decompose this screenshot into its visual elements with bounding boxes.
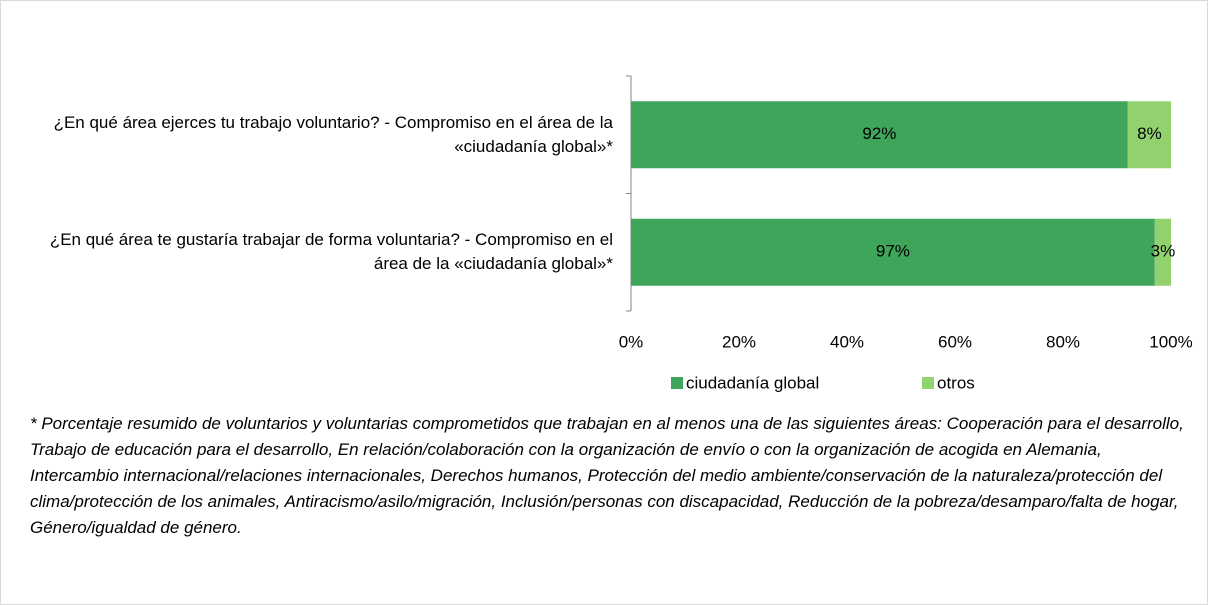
bar-segment xyxy=(631,101,1128,169)
x-tick-label: 100% xyxy=(1149,332,1192,351)
bar-segment xyxy=(1127,101,1171,169)
x-tick-label: 40% xyxy=(830,332,864,351)
x-tick-label: 0% xyxy=(619,332,644,351)
value-label: 8% xyxy=(1137,124,1162,143)
x-tick-label: 60% xyxy=(938,332,972,351)
legend-label: ciudadanía global xyxy=(686,373,819,392)
legend-swatch xyxy=(922,377,934,389)
category-label: ¿En qué área te gustaría trabajar de for… xyxy=(49,230,613,274)
legend-swatch xyxy=(671,377,683,389)
legend-label: otros xyxy=(937,373,975,392)
x-tick-label: 80% xyxy=(1046,332,1080,351)
category-label: ¿En qué área ejerces tu trabajo voluntar… xyxy=(53,112,613,156)
value-label: 97% xyxy=(876,242,910,261)
value-label: 92% xyxy=(862,124,896,143)
footnote: * Porcentaje resumido de voluntarios y v… xyxy=(30,414,1184,537)
value-label: 3% xyxy=(1151,242,1176,261)
bar-segment xyxy=(1154,218,1171,286)
x-tick-label: 20% xyxy=(722,332,756,351)
bar-segment xyxy=(631,218,1155,286)
